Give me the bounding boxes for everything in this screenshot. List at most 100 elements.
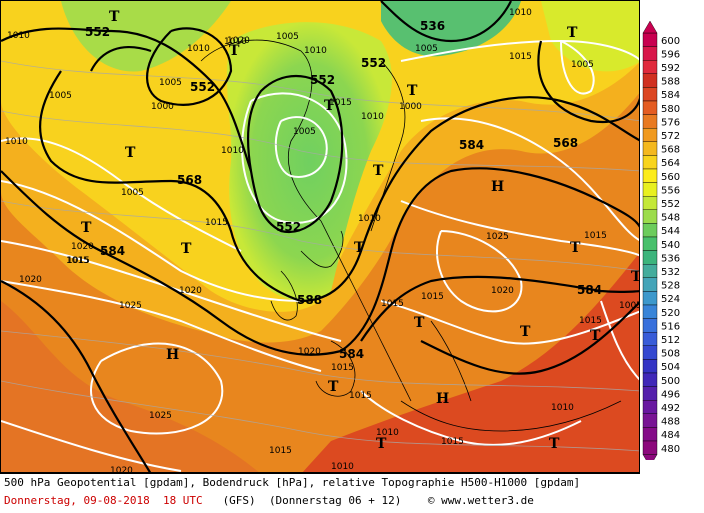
pressure-label: 1005 (49, 91, 72, 101)
legend-swatch (642, 304, 658, 319)
legend-label: 524 (661, 294, 680, 305)
legend-swatch (642, 372, 658, 387)
geopotential-labels: 552 552 552 536 552 568 552 584 568 584 … (85, 19, 602, 361)
high-pressure-marker: H (166, 347, 179, 363)
model-name: (GFS) (222, 494, 256, 507)
isobars (1, 39, 639, 472)
low-pressure-marker: T (81, 220, 92, 236)
legend-label: 544 (661, 226, 680, 237)
low-pressure-marker: T (414, 315, 425, 331)
geopotential-label: 552 (310, 73, 335, 87)
pressure-label: 1010 (376, 428, 399, 438)
pressure-label: 1015 (66, 256, 89, 266)
legend-label: 596 (661, 49, 680, 60)
pressure-label: 1010 (7, 31, 30, 41)
pressure-label: 1015 (329, 98, 352, 108)
geopotential-label: 552 (361, 56, 386, 70)
copyright: © www.wetter3.de (427, 494, 534, 507)
legend-label: 504 (661, 362, 680, 373)
pressure-label: 1005 (619, 301, 640, 311)
geopotential-label: 568 (177, 173, 202, 187)
low-pressure-marker: T (354, 240, 365, 256)
pressure-label: 1010 (509, 8, 532, 18)
low-pressure-marker: T (376, 436, 387, 452)
legend-swatch (642, 100, 658, 115)
run-info: Donnerstag, 09-08-2018 18 UTC (GFS) (Don… (4, 494, 534, 507)
thickness-lines (1, 60, 639, 452)
geopotential-label: 552 (276, 220, 301, 234)
legend-swatch (642, 345, 658, 360)
legend-swatch (642, 386, 658, 401)
pressure-label: 1010 (331, 462, 354, 472)
low-pressure-marker: T (328, 379, 339, 395)
legend-label: 592 (661, 63, 680, 74)
legend-label: 516 (661, 321, 680, 332)
pressure-label: 1015 (269, 446, 292, 456)
legend-label: 572 (661, 131, 680, 142)
low-pressure-marker: T (125, 145, 136, 161)
low-pressure-marker: T (229, 43, 240, 59)
legend-swatch (642, 263, 658, 278)
legend-swatch (642, 400, 658, 415)
geopotential-label: 584 (459, 138, 484, 152)
low-pressure-marker: T (549, 436, 560, 452)
pressure-label: 1015 (331, 363, 354, 373)
pressure-label: 1025 (486, 232, 509, 242)
pressure-label: 1015 (441, 437, 464, 447)
legend-swatch (642, 87, 658, 102)
pressure-label: 1005 (571, 60, 594, 70)
legend-label: 512 (661, 335, 680, 346)
legend-swatch (642, 195, 658, 210)
legend-swatch (642, 359, 658, 374)
legend-label: 532 (661, 267, 680, 278)
legend-swatch (642, 60, 658, 75)
legend-labels: 600 596 592 588 584 580 576 572 568 564 560 556 552 5… (661, 36, 680, 455)
legend-label: 564 (661, 158, 680, 169)
pressure-label: 1010 (221, 146, 244, 156)
pressure-label: 1010 (361, 112, 384, 122)
geopotential-label: 536 (420, 19, 445, 33)
pressure-label: 1025 (119, 301, 142, 311)
pressure-label: 1010 (358, 214, 381, 224)
low-pressure-marker: T (324, 98, 335, 114)
pressure-label: 1010 (224, 37, 247, 47)
legend-swatch (642, 427, 658, 442)
legend-cap-bottom (642, 454, 658, 467)
legend-label: 580 (661, 104, 680, 115)
pressure-label: 1015 (579, 316, 602, 326)
legend-swatch (642, 32, 658, 47)
legend-label: 584 (661, 90, 680, 101)
coastlines (200, 39, 622, 432)
legend-label: 520 (661, 308, 680, 319)
geopotential-label: 552 (85, 25, 110, 39)
pressure-label: 1010 (304, 46, 327, 56)
legend-swatch (642, 155, 658, 170)
high-pressure-marker: H (436, 391, 449, 407)
pressure-centers: T T T T T T T T T T T T T T T H H H T T … (81, 9, 640, 452)
pressure-label: 1020 (179, 286, 202, 296)
low-pressure-marker: T (631, 269, 640, 285)
legend-swatch (642, 277, 658, 292)
low-pressure-marker: T (567, 25, 578, 41)
legend-swatch (642, 73, 658, 88)
field-warm-south (302, 253, 639, 472)
legend-swatch (642, 182, 658, 197)
pressure-label: 1015 (205, 218, 228, 228)
legend-label: 556 (661, 185, 680, 196)
pressure-label: 1005 (159, 78, 182, 88)
geopotential-label: 552 (190, 80, 215, 94)
geopotential-label: 584 (339, 347, 364, 361)
pressure-label: 1015 (584, 231, 607, 241)
pressure-label: 1025 (149, 411, 172, 421)
low-pressure-marker: T (570, 240, 581, 256)
legend-label: 568 (661, 145, 680, 156)
legend-label: 496 (661, 389, 680, 400)
pressure-label: 1015 (421, 292, 444, 302)
legend-swatch (642, 440, 658, 455)
pressure-label: 1010 (187, 44, 210, 54)
field-green-trough (226, 22, 392, 302)
pressure-label: 1020 (110, 466, 133, 473)
legend-label: 528 (661, 281, 680, 292)
legend-swatch (642, 250, 658, 265)
legend-label: 508 (661, 349, 680, 360)
